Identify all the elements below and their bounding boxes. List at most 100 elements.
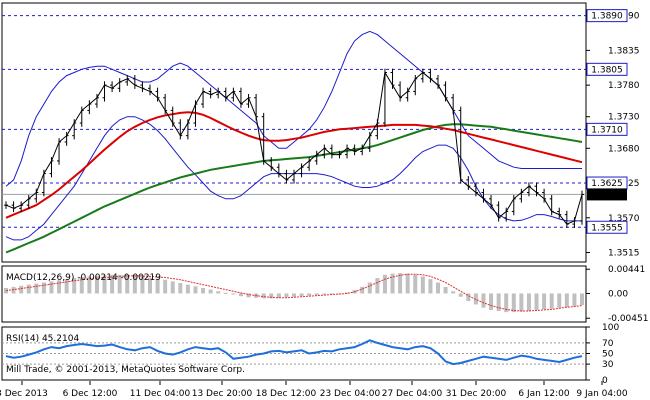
macd-histogram-bar bbox=[163, 279, 168, 294]
moving-average-red-line bbox=[5, 111, 583, 219]
x-tick-label: 31 Dec 20:00 bbox=[446, 389, 507, 399]
macd-histogram-bar bbox=[41, 282, 46, 294]
macd-histogram-bar bbox=[64, 279, 69, 294]
macd-histogram-bar bbox=[572, 293, 577, 307]
macd-histogram-bar bbox=[178, 283, 183, 294]
current-price-box bbox=[587, 188, 627, 201]
x-tick-label: 6 Dec 12:00 bbox=[63, 389, 118, 399]
current-price-label: 1.3607 bbox=[591, 190, 623, 200]
macd-histogram-bar bbox=[276, 293, 281, 298]
macd-histogram-bar bbox=[110, 274, 115, 294]
rsi-tick-label: 70 bbox=[602, 339, 614, 349]
macd-histogram-bar bbox=[314, 293, 319, 296]
macd-histogram-bar bbox=[526, 293, 531, 312]
macd-histogram-bar bbox=[72, 278, 77, 294]
macd-histogram-bar bbox=[19, 285, 24, 294]
macd-histogram-bar bbox=[261, 293, 266, 299]
macd-histogram-bar bbox=[170, 281, 175, 294]
y-tick-label: 1.3730 bbox=[608, 113, 640, 123]
copyright-text: Mill Trade, © 2001-2013, MetaQuotes Soft… bbox=[6, 365, 245, 375]
macd-histogram-bar bbox=[428, 279, 433, 294]
macd-histogram-bar bbox=[413, 274, 418, 294]
macd-histogram-bar bbox=[496, 293, 501, 312]
macd-histogram-bar bbox=[140, 276, 145, 294]
level-label: 1.3890 bbox=[591, 12, 623, 22]
macd-histogram-bar bbox=[238, 293, 243, 297]
rsi-label: RSI(14) 45.2104 bbox=[6, 334, 79, 344]
macd-histogram-bar bbox=[329, 293, 334, 295]
macd-histogram-bar bbox=[580, 293, 584, 305]
macd-histogram-bar bbox=[148, 277, 152, 294]
macd-histogram-bar bbox=[231, 293, 236, 295]
macd-histogram-bar bbox=[549, 293, 554, 309]
x-tick-label: 27 Dec 04:00 bbox=[382, 389, 443, 399]
level-label: 1.3805 bbox=[591, 65, 623, 75]
macd-histogram-bar bbox=[375, 278, 380, 294]
macd-histogram-bar bbox=[246, 293, 251, 298]
time-axis: 3 Dec 2013 6 Dec 12:00 11 Dec 04:00 13 Dec … bbox=[0, 381, 628, 399]
macd-histogram-bar bbox=[284, 293, 289, 298]
macd-histogram-bar bbox=[382, 274, 387, 294]
macd-histogram-bar bbox=[4, 287, 8, 294]
macd-histogram-bar bbox=[481, 293, 486, 308]
macd-histogram-bar bbox=[458, 293, 463, 297]
macd-histogram-bar bbox=[519, 293, 524, 312]
macd-histogram-bar bbox=[79, 276, 84, 294]
level-label: 1.3625 bbox=[591, 179, 623, 189]
macd-histogram-bar bbox=[360, 286, 365, 294]
macd-histogram-bar bbox=[49, 281, 54, 294]
level-label: 1.3555 bbox=[591, 223, 623, 233]
y-tick-label: 1.3780 bbox=[608, 81, 640, 91]
x-tick-label: 18 Dec 12:00 bbox=[256, 389, 317, 399]
macd-frame bbox=[1, 265, 587, 323]
macd-histogram-bar bbox=[34, 283, 39, 294]
level-label: 1.3710 bbox=[591, 125, 623, 135]
x-tick-label: 3 Dec 2013 bbox=[0, 389, 48, 399]
macd-histogram-bar bbox=[269, 293, 274, 299]
macd-signal-line bbox=[5, 273, 583, 312]
level-box bbox=[586, 220, 628, 234]
x-tick-label: 13 Dec 20:00 bbox=[192, 389, 253, 399]
macd-histogram-bar bbox=[216, 291, 221, 294]
macd-histogram-bar bbox=[125, 274, 130, 294]
macd-histogram-bar bbox=[57, 280, 62, 294]
macd-histogram-bar bbox=[102, 275, 107, 294]
macd-histogram-bar bbox=[443, 286, 448, 294]
macd-histogram-bar bbox=[511, 293, 516, 313]
macd-label: MACD(12,26,9) -0.00214 -0.00219 bbox=[6, 273, 161, 283]
y-tick-label: 1.3835 bbox=[608, 46, 640, 56]
macd-histogram-bar bbox=[193, 286, 198, 294]
bollinger-upper-line bbox=[5, 30, 582, 187]
macd-tick-label: 0.00 bbox=[608, 289, 628, 299]
macd-histogram-bar bbox=[117, 274, 122, 294]
macd-panel: 0.00441 0.00 -0.00451 bbox=[1, 265, 648, 324]
macd-histogram-bar bbox=[307, 293, 312, 296]
macd-histogram-bar bbox=[504, 293, 509, 313]
macd-histogram-bar bbox=[26, 284, 31, 294]
macd-histogram-bar bbox=[466, 293, 471, 302]
y-tick-label: 1.3680 bbox=[608, 144, 640, 154]
macd-histogram-bar bbox=[534, 293, 539, 310]
macd-histogram-bar bbox=[299, 293, 304, 297]
macd-histogram-bar bbox=[223, 292, 228, 294]
macd-histogram-bar bbox=[405, 273, 410, 294]
macd-histogram-bar bbox=[201, 287, 206, 294]
price-line bbox=[5, 71, 583, 225]
main-price-panel: 1.3890 1.3835 1.3780 1.3730 1.3680 1.3625 1.35… bbox=[1, 2, 640, 263]
level-box bbox=[586, 122, 628, 136]
macd-histogram-bar bbox=[390, 273, 395, 294]
level-box bbox=[586, 62, 628, 76]
macd-histogram-bar bbox=[398, 273, 403, 294]
macd-tick-label: 0.00441 bbox=[608, 265, 645, 275]
rsi-tick-label: 100 bbox=[602, 323, 619, 333]
macd-histogram-bar bbox=[564, 293, 569, 308]
macd-histogram-bar bbox=[87, 276, 92, 294]
rsi-line bbox=[5, 339, 583, 366]
x-tick-label: 23 Dec 04:00 bbox=[320, 389, 381, 399]
macd-histogram-bar bbox=[420, 276, 425, 294]
level-box bbox=[586, 9, 628, 23]
main-frame bbox=[1, 2, 587, 263]
moving-average-green-line bbox=[5, 123, 583, 254]
